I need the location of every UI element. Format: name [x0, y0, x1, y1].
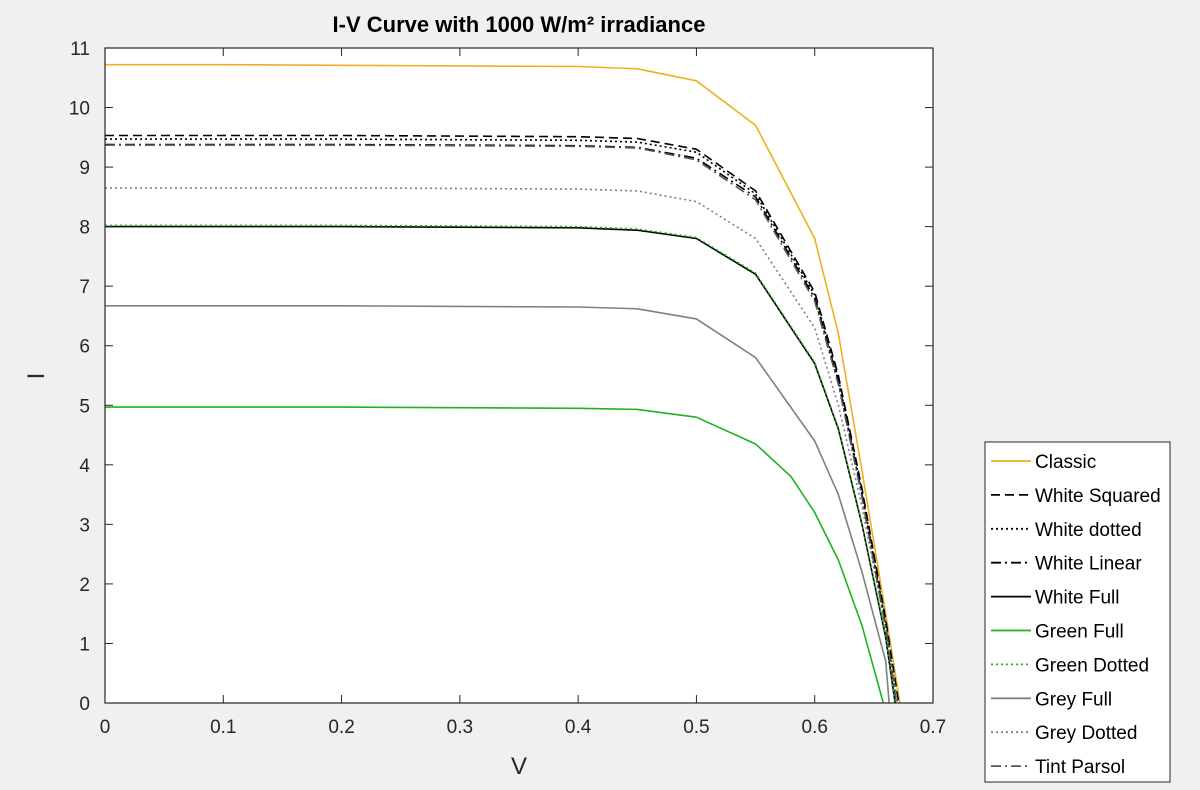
legend-entry-label: Tint Parsol — [1035, 757, 1125, 778]
series-line-white-dotted — [105, 138, 899, 704]
legend-entry-label: Green Full — [1035, 622, 1124, 643]
tick-layer: 0 0.1 0.2 0.3 0.4 0.5 0.6 0.7 0 1 2 3 4 5 6 7 8 9 10 11 — [69, 39, 946, 738]
y-tick-label: 10 — [69, 99, 90, 120]
x-tick-label: 0 — [100, 717, 111, 738]
axes-box — [104, 47, 934, 704]
legend-entry-label: White Squared — [1035, 486, 1161, 507]
x-tick-label: 0.6 — [802, 717, 828, 738]
chart-title: I-V Curve with 1000 W/m² irradiance — [333, 12, 706, 37]
x-tick-label: 0.3 — [447, 717, 473, 738]
y-tick-label: 3 — [79, 515, 90, 536]
legend-entry-label: White Full — [1035, 588, 1119, 609]
y-tick-label: 7 — [79, 277, 90, 298]
y-tick-label: 11 — [70, 39, 90, 60]
legend-entry-label: Green Dotted — [1035, 655, 1149, 676]
y-tick-label: 2 — [79, 575, 90, 596]
x-tick-label: 0.1 — [210, 717, 236, 738]
y-tick-label: 9 — [79, 158, 90, 179]
x-tick-label: 0.7 — [920, 717, 946, 738]
legend: Classic White Squared White dotted White Li… — [984, 441, 1171, 783]
x-tick-label: 0.5 — [683, 717, 709, 738]
series-layer — [105, 63, 901, 704]
y-axis-label: I — [23, 373, 50, 380]
y-tick-label: 0 — [79, 694, 90, 715]
legend-entry-label: White dotted — [1035, 520, 1142, 541]
legend-entry-label: Grey Dotted — [1035, 723, 1137, 744]
plot-area — [105, 48, 933, 703]
legend-entry-label: White Linear — [1035, 554, 1142, 575]
series-line-white-full — [105, 225, 896, 704]
y-tick-label: 5 — [79, 396, 90, 417]
y-tick-label: 1 — [79, 634, 90, 655]
series-line-tint-parsol — [105, 144, 898, 704]
y-tick-label: 6 — [79, 337, 90, 358]
series-line-green-full — [105, 406, 885, 704]
y-tick-label: 8 — [79, 218, 90, 239]
series-line-classic — [105, 63, 901, 704]
series-line-grey-dotted — [105, 187, 899, 704]
legend-entry-label: Grey Full — [1035, 689, 1112, 710]
x-axis-label: V — [511, 753, 527, 780]
x-tick-label: 0.4 — [565, 717, 592, 738]
y-tick-label: 4 — [79, 456, 90, 477]
x-tick-label: 0.2 — [328, 717, 354, 738]
series-line-grey-full — [105, 304, 890, 704]
series-line-green-dotted — [105, 224, 896, 704]
legend-entry-label: Classic — [1035, 452, 1096, 473]
legend-box — [984, 441, 1171, 783]
